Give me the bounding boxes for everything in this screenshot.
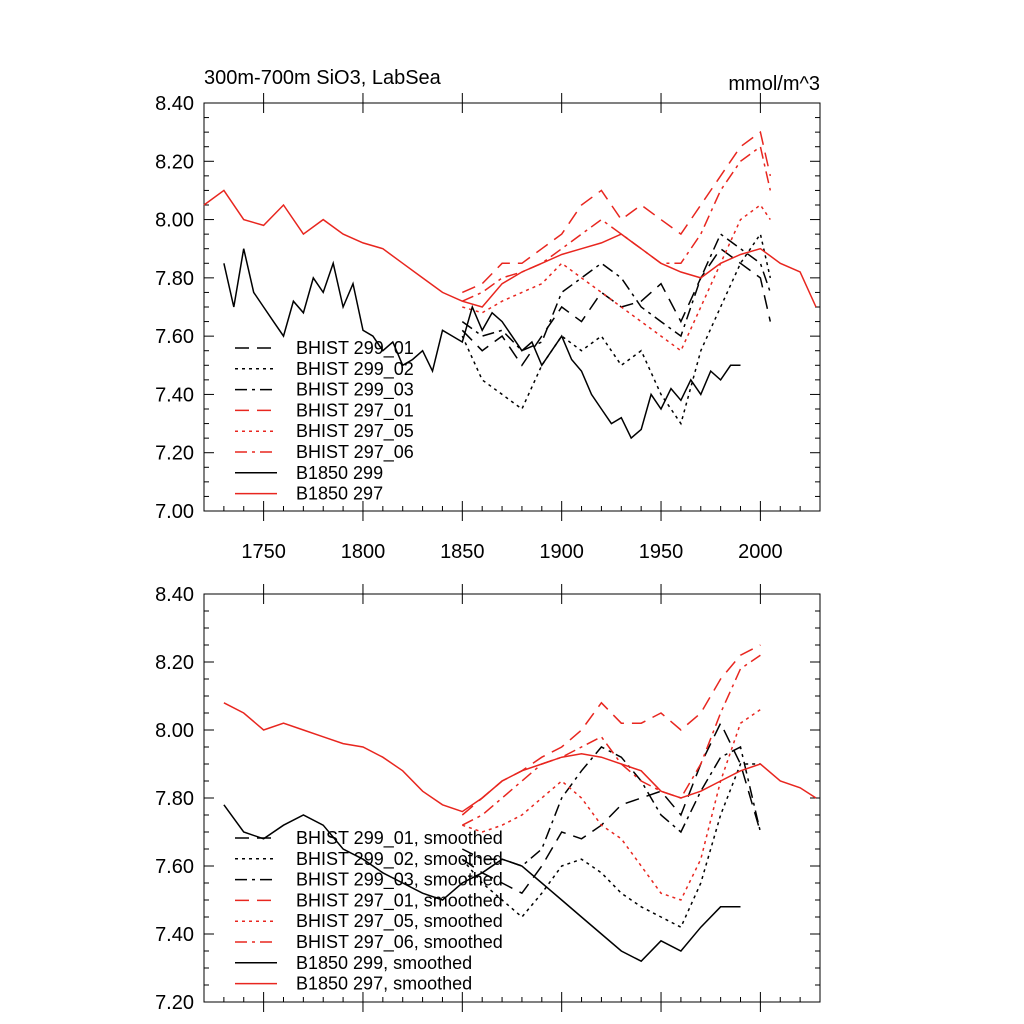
panel-1-y-tick-label: 8.00: [155, 210, 194, 232]
panel-1-series-line-4: [461, 130, 772, 294]
panel-1-legend-label-5: BHIST 297_05: [296, 421, 414, 442]
panel-2-legend-label-2: BHIST 299_02, smoothed: [296, 849, 503, 870]
panel-1-x-tick-label: 2000: [738, 541, 783, 563]
panel-1-y-tick-label: 7.60: [155, 326, 194, 348]
panel-2-y-tick-label: 8.20: [155, 652, 194, 674]
panel-2-y-tick-label: 7.60: [155, 856, 194, 878]
panel-2-series-line-4: [461, 644, 761, 816]
panel-2-series-line-5: [462, 708, 761, 901]
panel-1-y-tick-label: 7.80: [155, 268, 194, 290]
panel-2-y-tick-label: 7.40: [155, 924, 194, 946]
panel-2-legend-label-6: BHIST 297_06, smoothed: [296, 932, 503, 953]
panel-1-series-line-8: [203, 189, 817, 308]
panel-1-y-tick-label: 7.20: [155, 443, 194, 465]
panel-1-y-tick-label: 8.40: [155, 93, 194, 115]
panel-1-legend-label-1: BHIST 299_01: [296, 338, 414, 359]
panel-2-legend-label-7: B1850 299, smoothed: [296, 953, 472, 973]
panel-2-series-line-8: [223, 702, 817, 813]
panel-1-series-line-1: [461, 247, 772, 367]
chart-units: mmol/m^3: [728, 73, 820, 95]
panel-1-series-line-6: [461, 145, 772, 302]
panel-1-x-tick-label: 1750: [241, 541, 286, 563]
panel-2-series-line-3: [461, 745, 762, 867]
panel-2-series-line-1: [461, 721, 762, 895]
panel-2-y-tick-label: 8.00: [155, 720, 194, 742]
panel-1-y-tick-label: 7.00: [155, 501, 194, 523]
panel-1-x-tick-label: 1800: [341, 541, 386, 563]
panel-1-x-tick-label: 1900: [539, 541, 584, 563]
panel-1-series-line-2: [461, 232, 772, 426]
panel-1-legend-label-6: BHIST 297_06: [296, 442, 414, 463]
panel-1-legend-label-3: BHIST 299_03: [296, 380, 414, 401]
chart-title: 300m-700m SiO3, LabSea: [204, 67, 442, 89]
panel-1-legend-label-4: BHIST 297_01: [296, 400, 414, 421]
panel-2-y-tick-label: 8.40: [155, 584, 194, 606]
panel-2-series-line-7: [223, 804, 741, 963]
panel-1-x-tick-label: 1950: [639, 541, 684, 563]
panel-2-series-line-2: [461, 763, 761, 929]
panel-1-y-tick-label: 7.40: [155, 384, 194, 406]
panel-2-legend-label-4: BHIST 297_01, smoothed: [296, 890, 503, 911]
panel-2-legend-label-3: BHIST 299_03, smoothed: [296, 870, 503, 891]
panel-2-legend-label-1: BHIST 299_01, smoothed: [296, 828, 503, 849]
panel-2-legend-label-5: BHIST 297_05, smoothed: [296, 911, 503, 932]
panel-2-y-tick-label: 7.80: [155, 788, 194, 810]
panel-2-legend-label-8: B1850 297, smoothed: [296, 974, 472, 994]
panel-1-series-line-3: [461, 232, 772, 352]
panel-2-y-tick-label: 7.20: [155, 992, 194, 1014]
panel-1-legend-label-8: B1850 297: [296, 484, 383, 504]
panel-1-x-tick-label: 1850: [440, 541, 485, 563]
panel-2-series-line-6: [461, 654, 761, 826]
panel-1-series-line-5: [462, 203, 771, 352]
panel-1-legend-label-7: B1850 299: [296, 463, 383, 483]
panel-1-series-line-7: [223, 248, 741, 440]
panel-1-y-tick-label: 8.20: [155, 151, 194, 173]
panel-1-legend-label-2: BHIST 299_02: [296, 359, 414, 380]
